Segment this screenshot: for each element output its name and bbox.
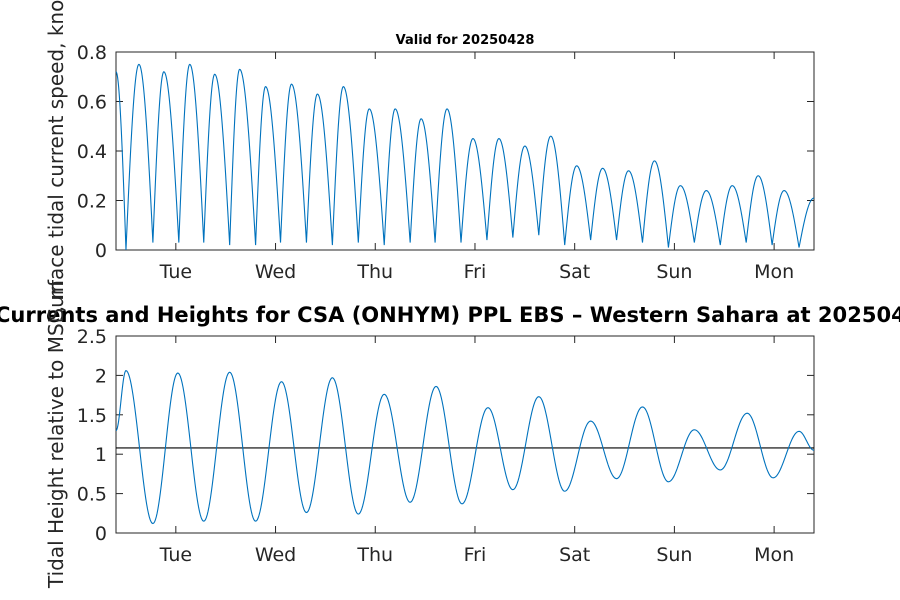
- tidal-height-xtick-label: Wed: [255, 544, 296, 566]
- current-speed-ytick-label: 0.6: [77, 92, 107, 114]
- current-speed-ytick-label: 0.4: [77, 141, 107, 163]
- tidal-height-series-line: [115, 370, 815, 525]
- tidal-height-xtick-labels: Tue Wed Thu Fri Sat Sun Mon: [159, 544, 795, 566]
- current-speed-ytick-labels: 0 0.2 0.4 0.6 0.8: [77, 42, 107, 262]
- current-speed-xtick-labels: Tue Wed Thu Fri Sat Sun Mon: [159, 261, 795, 283]
- current-speed-chart: Tue Wed Thu Fri Sat Sun Mon 0 0.2 0.4 0.6 0.8 Vali…: [77, 33, 815, 283]
- tidal-height-ytick-label: 1.5: [77, 405, 107, 427]
- tidal-height-ytick-label: 0: [95, 523, 107, 545]
- tidal-height-ylabel: Tidal Height relative to MSL, m: [44, 280, 68, 589]
- current-speed-xtick-label: Sun: [656, 261, 692, 283]
- current-speed-ytick-label: 0: [95, 240, 107, 262]
- tidal-height-xtick-label: Sun: [656, 544, 692, 566]
- current-speed-title: Valid for 20250428: [396, 33, 535, 48]
- tidal-height-xtick-label: Tue: [159, 544, 192, 566]
- current-speed-xtick-label: Tue: [159, 261, 192, 283]
- current-speed-ytick-label: 0.8: [77, 42, 107, 64]
- current-speed-xtick-label: Thu: [356, 261, 393, 283]
- tidal-height-ytick-label: 1: [95, 444, 107, 466]
- current-speed-xtick-label: Fri: [464, 261, 487, 283]
- tidal-height-ticks: [116, 335, 814, 534]
- tidal-height-xtick-label: Thu: [356, 544, 393, 566]
- tidal-height-ytick-label: 2.5: [77, 326, 107, 348]
- tidal-height-xtick-label: Fri: [464, 544, 487, 566]
- tidal-height-ytick-label: 0.5: [77, 484, 107, 506]
- tidal-height-xtick-label: Sat: [559, 544, 590, 566]
- current-speed-xtick-label: Wed: [255, 261, 296, 283]
- current-speed-axes-box: [115, 51, 815, 251]
- current-speed-series-line: [115, 63, 815, 251]
- current-speed-ylabel: Surface tidal current speed, knots: [44, 0, 68, 321]
- tidal-height-ytick-labels: 0 0.5 1 1.5 2 2.5: [77, 326, 107, 545]
- current-speed-xtick-label: Mon: [754, 261, 794, 283]
- current-speed-ytick-label: 0.2: [77, 191, 107, 213]
- figure-title: Currents and Heights for CSA (ONHYM) PPL…: [0, 303, 900, 327]
- tidal-height-chart: Tue Wed Thu Fri Sat Sun Mon 0 0.5 1 1.5 2 2.5: [77, 326, 815, 566]
- current-speed-xtick-label: Sat: [559, 261, 590, 283]
- tidal-height-ytick-label: 2: [95, 365, 107, 387]
- tidal-height-axes-box: [115, 335, 815, 534]
- tidal-height-xtick-label: Mon: [754, 544, 794, 566]
